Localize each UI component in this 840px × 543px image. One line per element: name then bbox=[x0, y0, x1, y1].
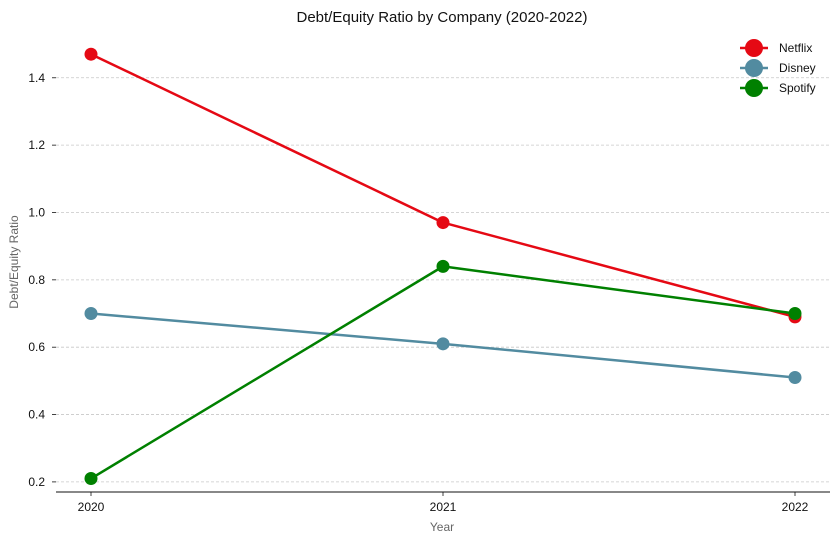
x-tick-label: 2021 bbox=[430, 500, 457, 514]
x-tick-label: 2022 bbox=[782, 500, 809, 514]
legend-marker-netflix bbox=[745, 39, 763, 57]
legend: Netflix Disney Spotify bbox=[740, 39, 816, 97]
series-group bbox=[84, 47, 802, 486]
data-point-spotify-2022 bbox=[788, 307, 802, 321]
y-tick-label: 0.2 bbox=[28, 475, 45, 489]
axes: 0.2 0.4 0.6 0.8 1.0 1.2 1.4 2020 2021 2022 bbox=[28, 71, 830, 514]
y-tick-label: 0.6 bbox=[28, 340, 45, 354]
series-line-spotify bbox=[90, 265, 796, 480]
data-point-spotify-2020 bbox=[84, 472, 98, 486]
legend-label-spotify: Spotify bbox=[779, 81, 816, 95]
y-tick-label: 1.0 bbox=[28, 205, 45, 219]
legend-item-netflix: Netflix bbox=[740, 39, 812, 57]
data-point-disney-2020 bbox=[84, 307, 98, 321]
x-axis-title: Year bbox=[430, 520, 454, 534]
y-tick-label: 0.8 bbox=[28, 273, 45, 287]
data-point-spotify-2021 bbox=[436, 259, 450, 273]
legend-label-disney: Disney bbox=[779, 61, 816, 75]
data-point-netflix-2020 bbox=[84, 47, 98, 61]
legend-item-spotify: Spotify bbox=[740, 79, 816, 97]
gridlines bbox=[56, 77, 830, 483]
y-tick-label: 1.4 bbox=[28, 71, 45, 85]
data-point-disney-2021 bbox=[436, 337, 450, 351]
legend-item-disney: Disney bbox=[740, 59, 816, 77]
series-line-netflix bbox=[90, 53, 796, 319]
legend-marker-spotify bbox=[745, 79, 763, 97]
data-point-netflix-2021 bbox=[436, 216, 450, 230]
legend-marker-disney bbox=[745, 59, 763, 77]
legend-label-netflix: Netflix bbox=[779, 41, 812, 55]
data-point-disney-2022 bbox=[788, 371, 802, 384]
chart-title: Debt/Equity Ratio by Company (2020-2022) bbox=[297, 9, 588, 26]
y-tick-label: 1.2 bbox=[28, 138, 45, 152]
y-tick-label: 0.4 bbox=[28, 408, 45, 422]
y-axis-title: Debt/Equity Ratio bbox=[7, 215, 21, 309]
x-tick-label: 2020 bbox=[78, 500, 105, 514]
